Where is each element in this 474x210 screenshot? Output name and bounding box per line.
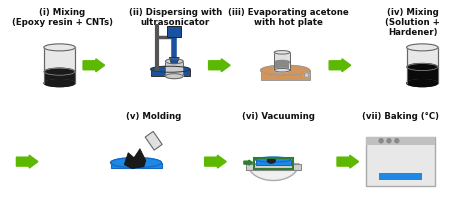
Ellipse shape <box>275 60 290 64</box>
FancyBboxPatch shape <box>274 52 290 70</box>
Ellipse shape <box>274 51 290 54</box>
Ellipse shape <box>261 65 310 75</box>
Polygon shape <box>124 149 146 169</box>
Text: (v) Molding: (v) Molding <box>126 112 181 121</box>
FancyBboxPatch shape <box>110 163 162 168</box>
Polygon shape <box>248 164 299 180</box>
Ellipse shape <box>407 64 438 71</box>
Ellipse shape <box>407 80 438 87</box>
Ellipse shape <box>45 80 75 87</box>
Text: (vi) Vacuuming: (vi) Vacuuming <box>242 112 315 121</box>
FancyBboxPatch shape <box>165 61 183 76</box>
FancyArrow shape <box>205 155 226 168</box>
FancyBboxPatch shape <box>167 26 181 37</box>
FancyArrow shape <box>329 59 351 72</box>
Ellipse shape <box>44 80 75 87</box>
FancyBboxPatch shape <box>366 137 435 145</box>
FancyBboxPatch shape <box>44 47 75 83</box>
Text: (iv) Mixing
(Solution +
Hardener): (iv) Mixing (Solution + Hardener) <box>385 8 440 37</box>
Text: (vii) Baking (°C): (vii) Baking (°C) <box>362 112 439 121</box>
FancyBboxPatch shape <box>246 164 301 169</box>
FancyBboxPatch shape <box>366 137 435 186</box>
Ellipse shape <box>304 73 309 78</box>
FancyBboxPatch shape <box>379 173 422 180</box>
Ellipse shape <box>255 157 291 162</box>
FancyBboxPatch shape <box>255 160 291 165</box>
Polygon shape <box>169 57 179 63</box>
FancyBboxPatch shape <box>275 62 290 70</box>
FancyBboxPatch shape <box>261 70 310 80</box>
Text: (iii) Evaporating acetone
with hot plate: (iii) Evaporating acetone with hot plate <box>228 8 348 27</box>
Ellipse shape <box>379 139 383 143</box>
Polygon shape <box>145 131 162 150</box>
FancyArrow shape <box>209 59 230 72</box>
Ellipse shape <box>267 158 275 163</box>
Ellipse shape <box>44 44 75 51</box>
Ellipse shape <box>407 44 438 51</box>
Ellipse shape <box>387 139 391 143</box>
Text: (ii) Dispersing with
ultrasonicator: (ii) Dispersing with ultrasonicator <box>128 8 222 27</box>
FancyBboxPatch shape <box>45 72 75 83</box>
Ellipse shape <box>274 68 290 72</box>
Ellipse shape <box>45 68 75 75</box>
Ellipse shape <box>165 74 183 79</box>
FancyArrow shape <box>337 155 359 168</box>
Ellipse shape <box>165 59 183 64</box>
FancyBboxPatch shape <box>151 69 190 76</box>
FancyBboxPatch shape <box>407 67 438 83</box>
Text: (i) Mixing
(Epoxy resin + CNTs): (i) Mixing (Epoxy resin + CNTs) <box>12 8 113 27</box>
FancyArrow shape <box>244 160 253 165</box>
Ellipse shape <box>395 139 399 143</box>
FancyBboxPatch shape <box>407 47 438 83</box>
Ellipse shape <box>110 158 162 168</box>
FancyArrow shape <box>83 59 105 72</box>
Ellipse shape <box>407 80 438 87</box>
FancyArrow shape <box>17 155 38 168</box>
Ellipse shape <box>151 66 190 72</box>
